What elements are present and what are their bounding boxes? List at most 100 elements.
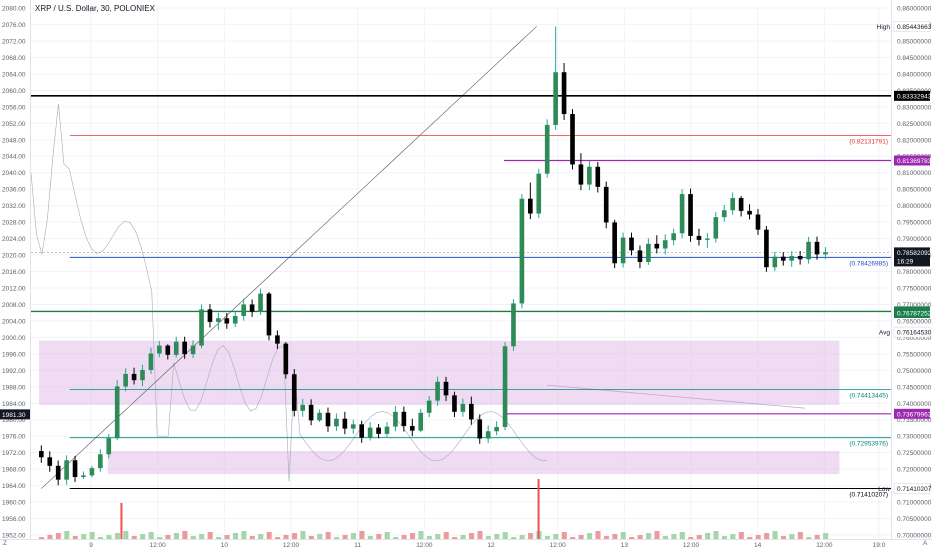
- candle-body: [367, 427, 373, 438]
- volume-bar: [797, 532, 803, 539]
- volume-bar: [367, 536, 373, 539]
- volume-bar: [755, 535, 761, 539]
- volume-bar: [806, 537, 812, 539]
- volume-bar: [789, 534, 795, 539]
- time-tick-label: 11: [354, 542, 361, 549]
- volume-bar: [578, 535, 584, 539]
- candle-body: [418, 412, 424, 431]
- left-tick-label: 2000.00: [2, 335, 26, 342]
- level-value-label: (0.78426985): [849, 260, 888, 267]
- right-tick-label: 0.74500000: [897, 384, 932, 391]
- volume-bar: [654, 531, 660, 539]
- volume-bar: [165, 535, 171, 539]
- left-tick-label: 1984.00: [2, 401, 26, 408]
- candle-body: [241, 304, 246, 316]
- candle-body: [561, 72, 567, 115]
- volume-bar: [148, 532, 154, 539]
- candle-body: [393, 411, 398, 427]
- volume-bar: [620, 532, 626, 539]
- volume-bar: [469, 533, 475, 539]
- candle-body: [654, 243, 660, 249]
- time-tick-label: 12:00: [150, 542, 167, 549]
- time-tick-label: 12:00: [550, 542, 567, 549]
- auto-scale-glyph[interactable]: A: [923, 540, 928, 547]
- volume-bar: [55, 533, 61, 539]
- volume-bar: [553, 534, 559, 539]
- candle-body: [485, 431, 491, 439]
- left-tick-label: 2076.00: [2, 22, 26, 29]
- left-tick-label: 2056.00: [2, 104, 26, 111]
- chart-title: XRP / U.S. Dollar, 30, POLONIEX: [35, 4, 156, 13]
- level-badge: 0.81369783: [897, 158, 932, 165]
- candle-body: [140, 369, 145, 381]
- time-tick-label: 9: [89, 542, 93, 549]
- right-tick-label: 0.73000000: [897, 434, 932, 441]
- right-tick-label: 0.80500000: [897, 187, 932, 194]
- volume-bar: [39, 537, 45, 539]
- volume-bar: [376, 534, 382, 539]
- candle-body: [207, 309, 213, 322]
- volume-bar: [190, 536, 196, 539]
- right-tick-label: 0.76000000: [897, 335, 932, 342]
- volume-bar: [460, 535, 466, 539]
- candle-body: [612, 222, 617, 264]
- left-current-value: 1981.30: [2, 412, 26, 419]
- candle-body: [376, 427, 381, 434]
- level-badge: 0.73679963: [897, 411, 932, 418]
- volume-bar: [747, 537, 753, 539]
- candle-body: [39, 451, 44, 458]
- candle-body: [317, 412, 322, 421]
- candle-body: [114, 386, 120, 439]
- volume-bar: [342, 535, 348, 539]
- candle-body: [266, 293, 272, 336]
- volume-bar: [249, 536, 255, 539]
- volume-bar: [89, 532, 95, 539]
- left-tick-label: 1952.00: [2, 533, 26, 540]
- right-tick-label: 0.85000000: [897, 38, 932, 45]
- volume-bar: [452, 537, 458, 539]
- volume-bar: [300, 531, 306, 539]
- level-badge-bg: [894, 408, 930, 419]
- right-tick-label: 0.75000000: [897, 368, 932, 375]
- volume-bar: [477, 531, 483, 539]
- volume-bar: [266, 532, 272, 539]
- candle-body: [595, 166, 601, 187]
- avg-label: Avg: [879, 330, 890, 337]
- right-tick-label: 0.82500000: [897, 121, 932, 128]
- candle-body: [553, 72, 558, 125]
- volume-bar: [485, 536, 491, 539]
- volume-bar: [334, 537, 340, 539]
- level-badge: 0.76787252: [897, 311, 932, 318]
- candle-body: [772, 256, 778, 268]
- time-axis-ticks: 9 12:00 10 12:00 11 12:00 12 12:00 13 12:00 14 12:0…: [89, 542, 886, 549]
- candle-body: [477, 419, 483, 439]
- level-badge-bg: [894, 308, 930, 319]
- candle-body: [300, 404, 306, 411]
- right-tick-label: 0.77500000: [897, 285, 932, 292]
- candle-body: [679, 194, 685, 234]
- right-tick-label: 0.72500000: [897, 450, 932, 457]
- candle-body: [182, 341, 187, 355]
- low-label-bg: [893, 483, 931, 494]
- candle-body: [165, 345, 171, 355]
- volume-bar: [502, 532, 508, 539]
- left-current-badge: [0, 409, 30, 420]
- volume-bar: [418, 531, 424, 539]
- candle-body: [511, 303, 516, 347]
- volume-bar: [182, 531, 188, 539]
- volume-bar: [679, 532, 685, 539]
- right-tick-label: 0.84000000: [897, 71, 932, 78]
- volume-bar: [730, 534, 736, 539]
- left-tick-label: 1956.00: [2, 516, 26, 523]
- volume-bar: [359, 531, 365, 539]
- volume-bar: [426, 536, 432, 539]
- candle-body: [359, 424, 365, 438]
- right-tick-label: 0.71000000: [897, 500, 932, 507]
- volume-bar: [384, 532, 390, 539]
- volume-bar: [393, 537, 399, 539]
- right-tick-label: 0.80000000: [897, 203, 932, 210]
- right-tick-label: 0.79500000: [897, 220, 932, 227]
- volume-bar: [721, 536, 727, 539]
- candle-body: [696, 235, 702, 240]
